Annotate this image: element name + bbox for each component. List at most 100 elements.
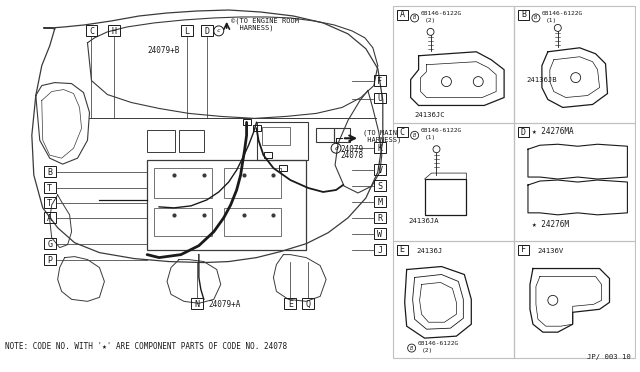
Bar [374, 212, 386, 223]
Text: R: R [378, 214, 382, 223]
Text: T: T [47, 199, 52, 208]
Text: N: N [195, 300, 200, 310]
Text: (2): (2) [424, 18, 436, 23]
Text: F: F [378, 77, 382, 86]
Text: 24136V: 24136V [538, 248, 564, 254]
Bar [397, 10, 408, 20]
Text: D: D [521, 128, 526, 137]
Text: F: F [521, 245, 526, 254]
Text: C: C [89, 27, 94, 36]
Text: H: H [112, 27, 117, 36]
Bar [44, 166, 56, 177]
Bar [393, 124, 514, 241]
Bar [374, 196, 386, 207]
Bar [44, 238, 56, 248]
Bar [191, 298, 203, 309]
Text: C: C [400, 128, 404, 137]
Bar [257, 122, 308, 160]
Text: W: W [378, 230, 382, 239]
Text: B: B [410, 346, 413, 350]
Bar [262, 127, 291, 145]
Text: d: d [334, 146, 338, 151]
Bar [374, 180, 386, 191]
Text: S: S [378, 182, 382, 191]
Text: JP/ 003 10: JP/ 003 10 [587, 354, 630, 360]
Text: B: B [534, 16, 538, 20]
Text: T: T [47, 184, 52, 193]
Bar [302, 298, 314, 309]
Text: P: P [47, 256, 52, 264]
Bar [201, 25, 212, 36]
Text: ©(TO ENGINE ROOM: ©(TO ENGINE ROOM [230, 18, 299, 25]
Bar [44, 254, 56, 264]
Bar [154, 168, 212, 198]
Text: 24136JB: 24136JB [526, 77, 557, 83]
Bar [86, 25, 97, 36]
Text: Q: Q [306, 300, 311, 310]
Bar [374, 93, 386, 103]
Bar [224, 168, 282, 198]
Bar [44, 182, 56, 193]
Bar [44, 197, 56, 208]
Text: 24079: 24079 [340, 145, 363, 154]
Bar [44, 212, 56, 223]
Bar [374, 142, 386, 153]
Text: K: K [378, 144, 382, 153]
Text: M: M [378, 198, 382, 207]
Bar [397, 127, 408, 137]
Text: 24136JC: 24136JC [415, 112, 445, 118]
Text: (TO MAIN: (TO MAIN [363, 129, 397, 136]
Bar [179, 130, 204, 152]
Bar [108, 25, 120, 36]
Bar [393, 6, 514, 124]
Text: c: c [217, 28, 221, 33]
Text: 24079+A: 24079+A [209, 300, 241, 309]
Bar [280, 165, 287, 171]
Bar [514, 6, 636, 124]
Text: NOTE: CODE NO. WITH '★' ARE COMPONENT PARTS OF CODE NO. 24078: NOTE: CODE NO. WITH '★' ARE COMPONENT PA… [5, 342, 287, 351]
Bar [514, 241, 636, 358]
Bar [374, 244, 386, 254]
Text: 24136JA: 24136JA [409, 218, 439, 224]
Text: J: J [378, 246, 382, 254]
Bar [147, 160, 307, 250]
Bar [243, 119, 251, 125]
Bar [334, 128, 350, 142]
Text: B: B [521, 10, 526, 19]
Bar [316, 128, 334, 142]
Bar [224, 208, 282, 236]
Text: D: D [204, 27, 209, 36]
Text: L: L [184, 27, 189, 36]
Text: 08146-6122G: 08146-6122G [418, 341, 459, 346]
Text: B: B [413, 133, 416, 138]
Text: B: B [413, 16, 416, 20]
Text: U: U [378, 94, 382, 103]
Text: (1): (1) [424, 135, 436, 140]
Bar [374, 228, 386, 239]
Bar [374, 75, 386, 86]
Bar [397, 245, 408, 254]
Bar [154, 208, 212, 236]
Text: (2): (2) [422, 348, 433, 353]
Bar [264, 152, 273, 158]
Text: 08146-6122G: 08146-6122G [420, 128, 462, 133]
Text: 24079+B: 24079+B [147, 46, 180, 55]
Text: 08146-6122G: 08146-6122G [542, 11, 583, 16]
Text: V: V [378, 166, 382, 175]
Text: ★ 24276M: ★ 24276M [532, 220, 569, 229]
Text: 08146-6122G: 08146-6122G [420, 11, 462, 16]
Text: A: A [47, 214, 52, 223]
Text: 24078: 24078 [340, 151, 363, 160]
Text: HARNESS): HARNESS) [230, 25, 273, 31]
Bar [518, 245, 529, 254]
Text: ★ 24276MA: ★ 24276MA [532, 127, 573, 136]
Bar [518, 10, 529, 20]
Text: (1): (1) [546, 18, 557, 23]
Bar [393, 241, 514, 358]
Bar [284, 298, 296, 309]
Bar [374, 164, 386, 175]
Bar [253, 125, 260, 131]
Bar [147, 130, 175, 152]
Text: G: G [47, 240, 52, 248]
Text: 24136J: 24136J [417, 248, 443, 254]
